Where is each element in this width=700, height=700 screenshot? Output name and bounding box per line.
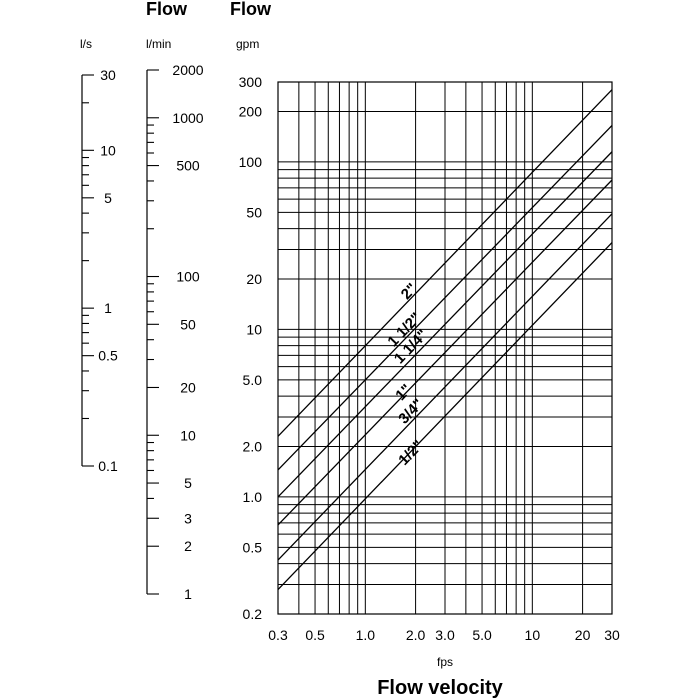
lps-tick-label: 5: [104, 190, 112, 206]
lpm-unit-label: l/min: [146, 37, 171, 51]
series-line: [277, 125, 613, 471]
fps-tick-label: 30: [604, 627, 620, 643]
fps-tick-label: 10: [525, 627, 541, 643]
series-label: 1/2": [395, 437, 427, 469]
series-lines: [277, 89, 613, 590]
gpm-tick-label: 0.5: [243, 539, 263, 555]
series-line: [277, 242, 613, 590]
gpm-tick-label: 200: [239, 103, 263, 119]
fps-tick-label: 0.3: [268, 627, 288, 643]
gpm-tick-label: 2.0: [243, 438, 263, 454]
lpm-tick-label: 500: [176, 158, 200, 174]
gpm-tick-label: 20: [246, 271, 262, 287]
series-line: [277, 151, 613, 498]
lps-tick-label: 0.5: [98, 348, 118, 364]
gpm-tick-label: 5.0: [243, 372, 263, 388]
x-axis-title: Flow velocity: [377, 677, 503, 699]
lpm-tick-label: 1: [184, 586, 192, 602]
series-line: [277, 213, 613, 561]
series-line: [277, 179, 613, 526]
lpm-scale: 2000 1000 500 100 50 20 10 5 3 2 1: [146, 62, 204, 602]
gpm-tick-label: 100: [239, 154, 263, 170]
gpm-unit-label: gpm: [236, 37, 259, 51]
fps-tick-label: 1.0: [356, 627, 376, 643]
lpm-tick-label: 20: [180, 379, 196, 395]
fps-tick-label: 20: [575, 627, 591, 643]
lpm-tick-label: 1000: [172, 110, 203, 126]
chart-grid: [277, 81, 613, 615]
lpm-tick-label: 5: [184, 475, 192, 491]
fps-unit-label: fps: [437, 655, 453, 669]
flow-heading-right: Flow: [230, 0, 272, 19]
fps-tick-label: 3.0: [435, 627, 455, 643]
fps-tick-label: 2.0: [406, 627, 426, 643]
lpm-tick-label: 100: [176, 269, 200, 285]
lps-scale: 30 10 5 1 0.5 0.1: [81, 67, 118, 474]
gpm-tick-labels: 300 200 100 50 20 10 5.0 2.0 1.0 0.5 0.2: [239, 74, 263, 622]
lps-tick-label: 10: [100, 142, 116, 158]
lps-tick-label: 0.1: [98, 458, 118, 474]
lps-tick-label: 1: [104, 300, 112, 316]
lps-unit-label: l/s: [80, 37, 92, 51]
series-line: [277, 89, 613, 437]
series-label: 2": [398, 280, 421, 303]
lpm-tick-label: 2000: [172, 62, 203, 78]
lpm-tick-label: 2: [184, 538, 192, 554]
fps-tick-label: 0.5: [305, 627, 325, 643]
gpm-tick-label: 50: [246, 204, 262, 220]
gpm-tick-label: 0.2: [243, 606, 263, 622]
lpm-tick-label: 10: [180, 427, 196, 443]
gpm-tick-label: 1.0: [243, 489, 263, 505]
gpm-tick-label: 10: [246, 321, 262, 337]
gpm-tick-label: 300: [239, 74, 263, 90]
flow-heading-left: Flow: [146, 0, 188, 19]
fps-tick-label: 5.0: [472, 627, 492, 643]
lpm-tick-label: 50: [180, 316, 196, 332]
lps-tick-label: 30: [100, 67, 116, 83]
lpm-tick-label: 3: [184, 510, 192, 526]
fps-tick-labels: 0.3 0.5 1.0 2.0 3.0 5.0 10 20 30: [268, 627, 620, 643]
